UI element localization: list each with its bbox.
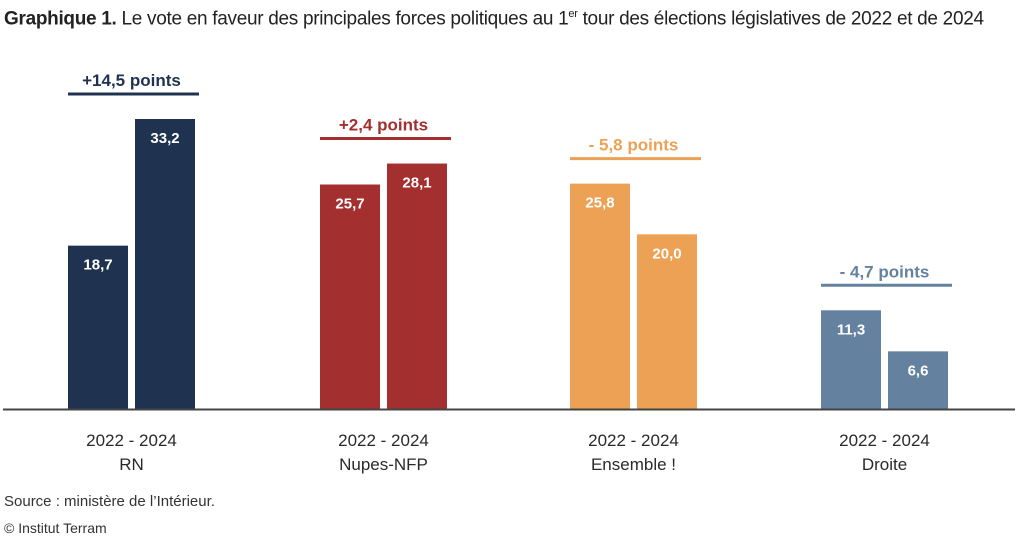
bar-2024 [888,351,948,409]
bar-2022 [68,245,128,409]
data-label: 25,8 [585,195,614,212]
x-tick-years: 2022 - 2024 [86,431,177,450]
title-text: Le vote en faveur des principales forces… [121,8,569,30]
data-label: 6,6 [908,362,929,379]
chart-title: Graphique 1. Le vote en faveur des princ… [4,2,984,31]
bar-2024 [637,234,697,409]
bar-2024 [135,119,195,409]
x-tick-years: 2022 - 2024 [839,431,930,450]
x-tick-label: RN [119,455,144,474]
data-label: 33,2 [150,130,179,147]
bar-2024 [387,163,447,409]
title-bold: Graphique 1. [4,8,117,30]
bar-2022 [570,183,630,409]
title-text2: tour des élections législatives de 2022 … [577,8,984,30]
data-label: 25,7 [335,196,364,213]
change-label: +14,5 points [82,71,181,90]
change-label: - 5,8 points [589,136,679,155]
x-tick-years: 2022 - 2024 [338,431,429,450]
x-tick-label: Droite [862,455,907,474]
data-label: 28,1 [402,175,431,192]
source-note: Source : ministère de l’Intérieur. [4,493,215,510]
copyright: © Institut Terram [4,520,107,536]
data-label: 11,3 [837,321,865,338]
data-label: 20,0 [652,245,681,262]
title-sup: er [568,8,578,20]
data-label: 18,7 [83,257,112,274]
bar-2022 [821,310,881,409]
x-tick-years: 2022 - 2024 [588,431,679,450]
x-tick-label: Nupes-NFP [339,455,428,474]
x-tick-label: Ensemble ! [591,455,676,474]
bar-2022 [320,184,380,409]
change-label: - 4,7 points [840,262,930,281]
change-label: +2,4 points [339,116,428,135]
